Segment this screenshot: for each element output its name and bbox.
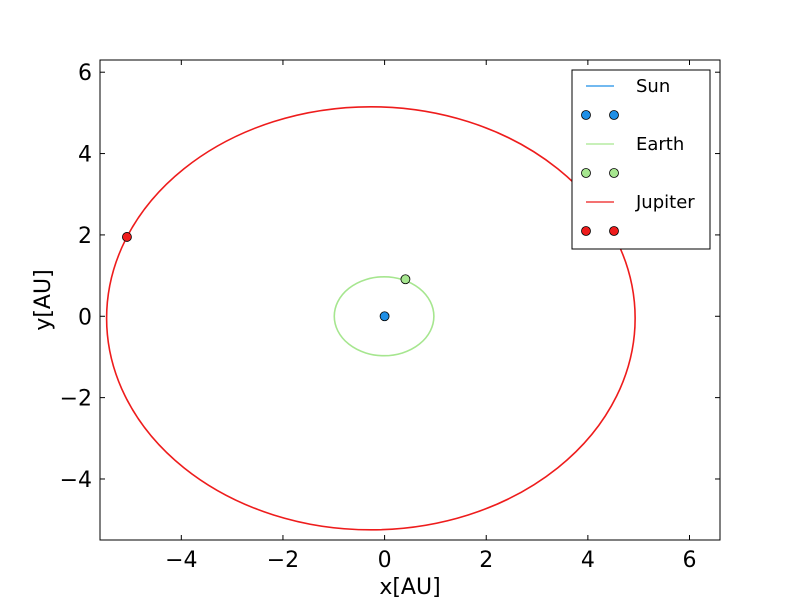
legend-marker-swatch [581,226,591,236]
x-axis-label: x[AU] [379,575,440,600]
legend-label: Jupiter [635,192,695,213]
y-tick-label: 2 [78,224,92,249]
legend-box [571,69,711,250]
ticks-layer: −4 −2 0 2 4 6 −4 −2 0 2 4 6 [60,60,720,573]
plot-frame [99,59,721,541]
legend-marker-swatch [581,110,591,120]
y-axis-label: y[AU] [31,269,56,330]
earth-orbit-line [333,276,435,357]
x-tick-label: 4 [581,548,595,573]
legend-label: Earth [636,134,684,155]
plot-layer [105,105,636,531]
legend-marker-swatch [609,168,619,178]
jupiter-orbit-line [105,105,636,531]
earth-position-marker [400,274,411,285]
legend-marker-swatch [581,168,591,178]
y-tick-label: 6 [78,61,92,86]
x-tick-label: −4 [165,548,197,573]
legend-label: Sun [636,76,670,97]
legend-marker-swatch [609,110,619,120]
x-tick-label: 2 [479,548,493,573]
y-tick-label: 0 [78,305,92,330]
x-tick-label: −2 [267,548,299,573]
x-tick-label: 6 [683,548,697,573]
legend: Sun Earth Jupiter [571,69,711,250]
sun-position-marker [379,311,390,322]
legend-marker-swatch [609,226,619,236]
y-tick-label: −4 [60,468,92,493]
y-tick-label: −2 [60,387,92,412]
jupiter-position-marker [122,232,132,242]
y-tick-label: 4 [78,143,92,168]
x-tick-label: 0 [378,548,392,573]
